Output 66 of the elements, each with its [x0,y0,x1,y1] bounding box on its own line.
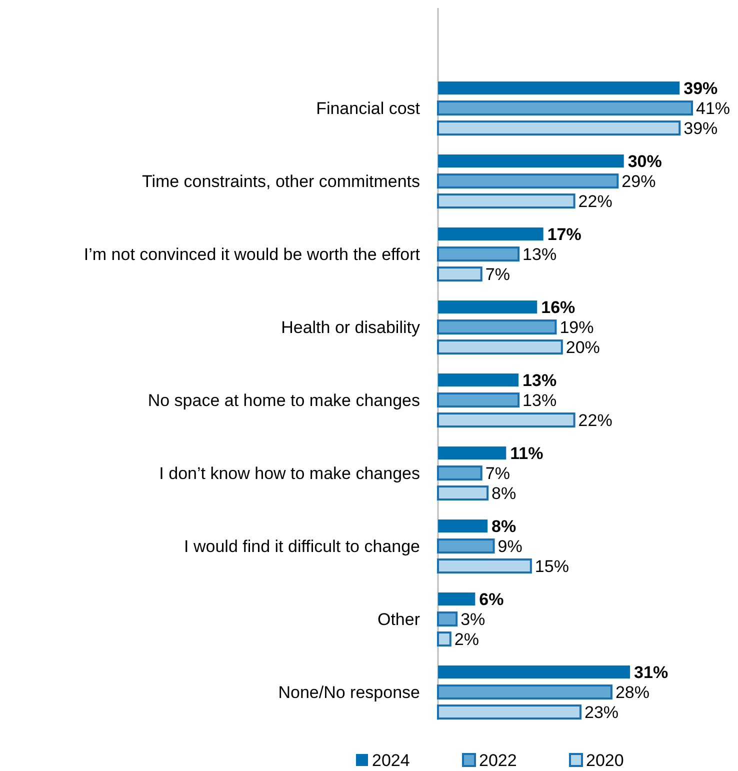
bar [437,120,681,136]
data-label: 29% [622,172,656,191]
data-label: 20% [566,338,600,357]
y-tick-label: I’m not convinced it would be worth the effort [84,244,420,264]
y-tick-label: Health or disability [281,318,420,337]
data-label: 13% [522,370,557,390]
bar [438,228,544,240]
data-label: 13% [522,390,557,410]
data-label: 17% [547,224,582,244]
bar [437,684,612,700]
data-label: 39% [684,118,718,138]
bar [437,320,557,334]
bar [437,704,582,720]
data-label: 23% [584,702,619,722]
bar [437,632,452,646]
y-tick-label: Time constraints, other commitments [142,172,420,191]
bar [438,82,680,94]
data-label: 8% [492,484,516,503]
data-label: 3% [460,610,486,629]
bar [437,558,532,574]
y-tick-label: None/No response [278,682,420,702]
y-tick-label: No space at home to make changes [148,390,420,410]
data-label: 6% [479,590,504,609]
data-label: 8% [492,516,516,536]
data-label: 28% [615,682,650,702]
bar [437,486,489,500]
bar [437,612,458,626]
y-tick-label: I don’t know how to make changes [159,464,420,483]
data-label: 2% [454,630,479,649]
data-label: 9% [498,536,522,556]
y-tick-label: Other [377,610,420,629]
data-label: 19% [560,318,594,337]
bar [437,538,495,554]
data-label: 22% [578,192,612,211]
bar [437,100,693,116]
bar [438,520,488,532]
data-label: 16% [541,298,576,317]
legend-label: 2022 [479,751,517,770]
y-tick-label: I would find it difficult to change [184,536,420,556]
bar [438,446,506,460]
bar [438,300,538,314]
bar [437,466,482,480]
bar [438,374,519,386]
data-label: 7% [485,464,510,483]
bar [437,392,520,408]
bar [438,666,630,678]
legend-label: 2020 [586,751,624,770]
data-label: 15% [534,556,569,576]
bar [437,174,619,188]
bar [438,154,624,168]
legend-label: 2024 [372,751,410,770]
data-label: 41% [696,98,730,118]
data-label: 30% [628,152,662,171]
bar [437,194,576,208]
bar [437,246,520,262]
y-tick-label: Financial cost [316,98,420,118]
bar [437,266,482,282]
data-label: 11% [510,444,544,463]
data-label: 7% [485,264,510,284]
data-label: 31% [634,662,668,682]
bar [437,412,576,428]
bar [438,592,476,606]
bar [437,340,563,354]
data-label: 13% [522,244,557,264]
data-label: 39% [684,78,718,98]
data-label: 22% [578,410,612,430]
